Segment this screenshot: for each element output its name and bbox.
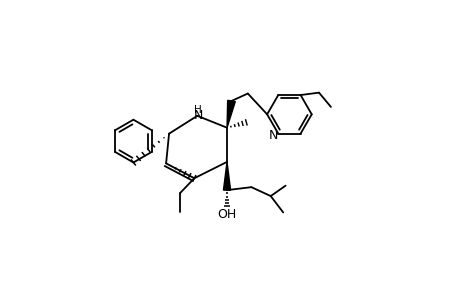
Polygon shape	[223, 162, 230, 190]
Text: H: H	[194, 106, 202, 116]
Polygon shape	[227, 100, 235, 128]
Text: N: N	[268, 129, 277, 142]
Text: OH: OH	[217, 208, 236, 221]
Text: N: N	[193, 109, 202, 122]
